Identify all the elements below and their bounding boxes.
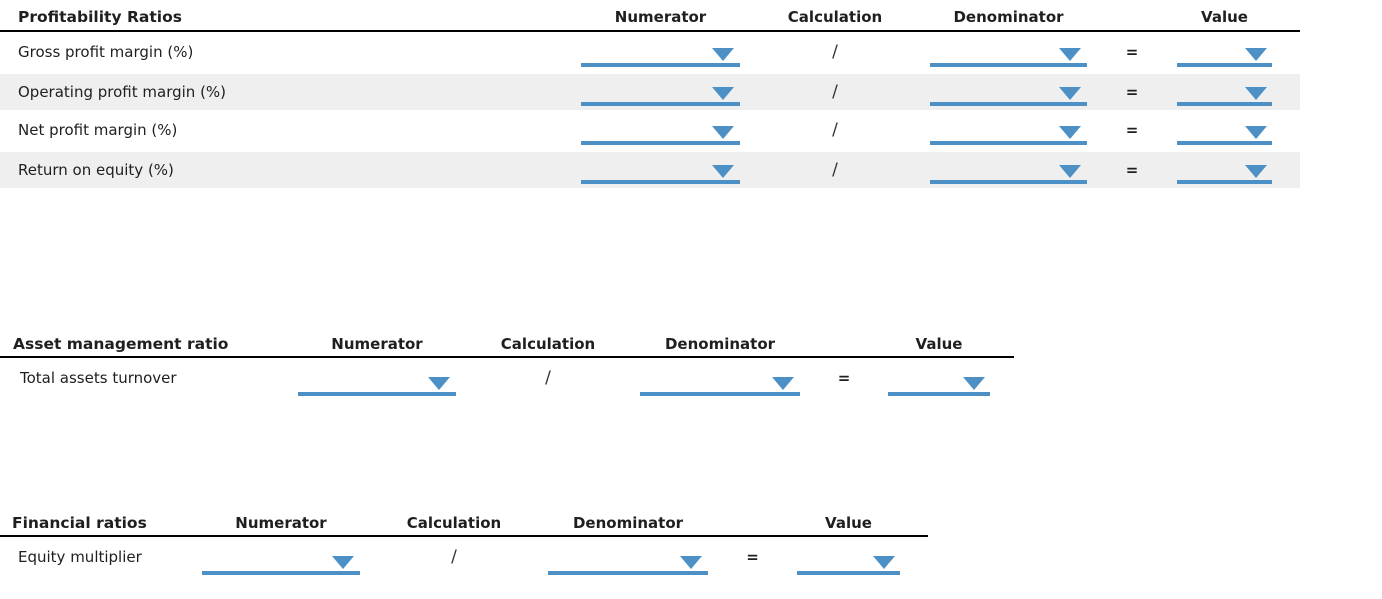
denominator-header: Denominator (664, 335, 776, 353)
denominator-dropdown[interactable] (640, 377, 800, 396)
numerator-dropdown[interactable] (581, 87, 740, 106)
value-dropdown[interactable] (1177, 165, 1272, 184)
ratio-label: Return on equity (%) (18, 161, 174, 179)
dropdown-arrow-icon (1245, 126, 1267, 139)
table-row: Total assets turnover / = (0, 358, 1014, 398)
numerator-header: Numerator (614, 7, 707, 26)
dropdown-arrow-icon (332, 556, 354, 569)
numerator-dropdown[interactable] (298, 377, 456, 396)
table-row: Operating profit margin (%) / = (0, 71, 1300, 110)
financial-ratios-table: Financial ratios Numerator Calculation D… (0, 511, 928, 577)
divide-operator: / (832, 160, 838, 180)
divide-operator: / (545, 368, 551, 388)
denominator-dropdown[interactable] (930, 165, 1087, 184)
numerator-dropdown[interactable] (581, 126, 740, 145)
value-dropdown[interactable] (1177, 126, 1272, 145)
divide-operator: / (451, 547, 457, 567)
divide-operator: / (832, 119, 838, 140)
dropdown-arrow-icon (712, 87, 734, 100)
denominator-dropdown[interactable] (930, 126, 1087, 145)
value-dropdown[interactable] (1177, 87, 1272, 106)
dropdown-arrow-icon (1059, 48, 1081, 61)
value-dropdown[interactable] (797, 556, 900, 575)
denominator-dropdown[interactable] (930, 87, 1087, 106)
table-header: Asset management ratio Numerator Calcula… (0, 332, 1014, 358)
numerator-dropdown[interactable] (581, 165, 740, 184)
dropdown-arrow-icon (680, 556, 702, 569)
table-title: Profitability Ratios (18, 7, 182, 26)
table-title: Financial ratios (12, 514, 147, 532)
dropdown-arrow-icon (1059, 165, 1081, 178)
dropdown-arrow-icon (1245, 48, 1267, 61)
table-row: Return on equity (%) / = (0, 149, 1300, 188)
calculation-header: Calculation (500, 335, 596, 353)
dropdown-arrow-icon (873, 556, 895, 569)
value-header: Value (825, 514, 872, 532)
ratio-label: Gross profit margin (%) (18, 42, 194, 61)
equals-operator: = (1125, 83, 1139, 101)
dropdown-arrow-icon (772, 377, 794, 390)
denominator-dropdown[interactable] (930, 48, 1087, 67)
divide-operator: / (832, 41, 838, 62)
numerator-header: Numerator (235, 514, 327, 532)
denominator-header: Denominator (953, 7, 1064, 26)
dropdown-arrow-icon (1059, 87, 1081, 100)
equals-operator: = (746, 548, 759, 566)
calculation-header: Calculation (406, 514, 502, 532)
dropdown-arrow-icon (1245, 87, 1267, 100)
dropdown-arrow-icon (1059, 126, 1081, 139)
value-dropdown[interactable] (1177, 48, 1272, 67)
value-dropdown[interactable] (888, 377, 990, 396)
denominator-header: Denominator (572, 514, 684, 532)
equals-operator: = (1125, 42, 1139, 61)
ratio-label: Net profit margin (%) (18, 120, 178, 139)
value-header: Value (1201, 7, 1248, 26)
ratio-label: Operating profit margin (%) (18, 83, 227, 101)
numerator-dropdown[interactable] (202, 556, 360, 575)
equals-operator: = (1125, 161, 1139, 179)
dropdown-arrow-icon (712, 48, 734, 61)
equals-operator: = (837, 369, 851, 387)
numerator-dropdown[interactable] (581, 48, 740, 67)
denominator-dropdown[interactable] (548, 556, 708, 575)
table-title: Asset management ratio (13, 335, 229, 353)
table-row: Gross profit margin (%) / = (0, 32, 1300, 71)
asset-management-table: Asset management ratio Numerator Calcula… (0, 332, 1014, 398)
numerator-header: Numerator (331, 335, 423, 353)
dropdown-arrow-icon (428, 377, 450, 390)
table-header: Financial ratios Numerator Calculation D… (0, 511, 928, 537)
equals-operator: = (1125, 120, 1139, 139)
value-header: Value (915, 335, 963, 353)
dropdown-arrow-icon (1245, 165, 1267, 178)
ratio-label: Equity multiplier (18, 548, 142, 566)
table-row: Net profit margin (%) / = (0, 110, 1300, 149)
table-row: Equity multiplier / = (0, 537, 928, 577)
divide-operator: / (832, 82, 838, 102)
ratio-label: Total assets turnover (20, 369, 177, 387)
table-header: Profitability Ratios Numerator Calculati… (0, 3, 1300, 32)
calculation-header: Calculation (787, 7, 883, 26)
dropdown-arrow-icon (963, 377, 985, 390)
dropdown-arrow-icon (712, 126, 734, 139)
profitability-ratios-table: Profitability Ratios Numerator Calculati… (0, 3, 1300, 188)
dropdown-arrow-icon (712, 165, 734, 178)
